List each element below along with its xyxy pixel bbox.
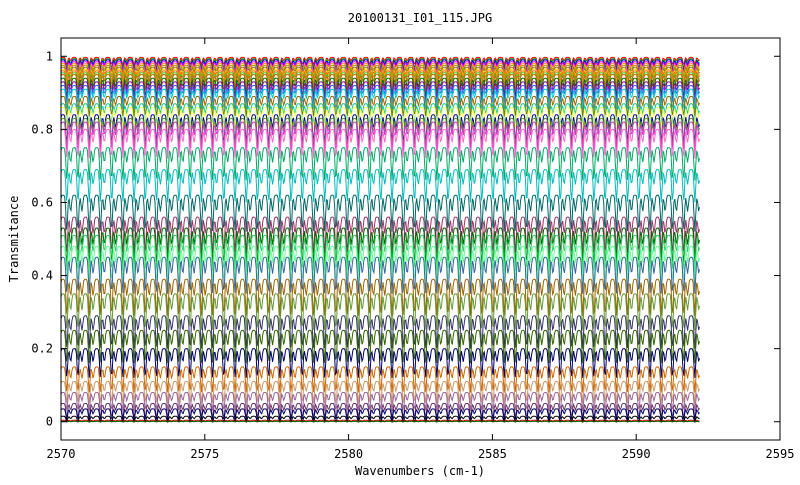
x-tick-label: 2580 (334, 447, 363, 461)
y-tick-label: 0 (46, 415, 53, 429)
y-tick-label: 0.2 (31, 342, 53, 356)
series-layer (61, 57, 700, 421)
x-tick-label: 2590 (622, 447, 651, 461)
y-tick-label: 0.4 (31, 269, 53, 283)
x-tick-label: 2570 (47, 447, 76, 461)
x-axis-label: Wavenumbers (cm-1) (355, 464, 485, 478)
y-tick-label: 1 (46, 49, 53, 63)
y-tick-label: 0.8 (31, 122, 53, 136)
y-tick-label: 0.6 (31, 195, 53, 209)
x-tick-label: 2585 (478, 447, 507, 461)
chart-title: 20100131_I01_115.JPG (348, 11, 493, 25)
x-tick-label: 2575 (190, 447, 219, 461)
y-axis-label: Transmitance (7, 196, 21, 283)
x-tick-label: 2595 (766, 447, 795, 461)
